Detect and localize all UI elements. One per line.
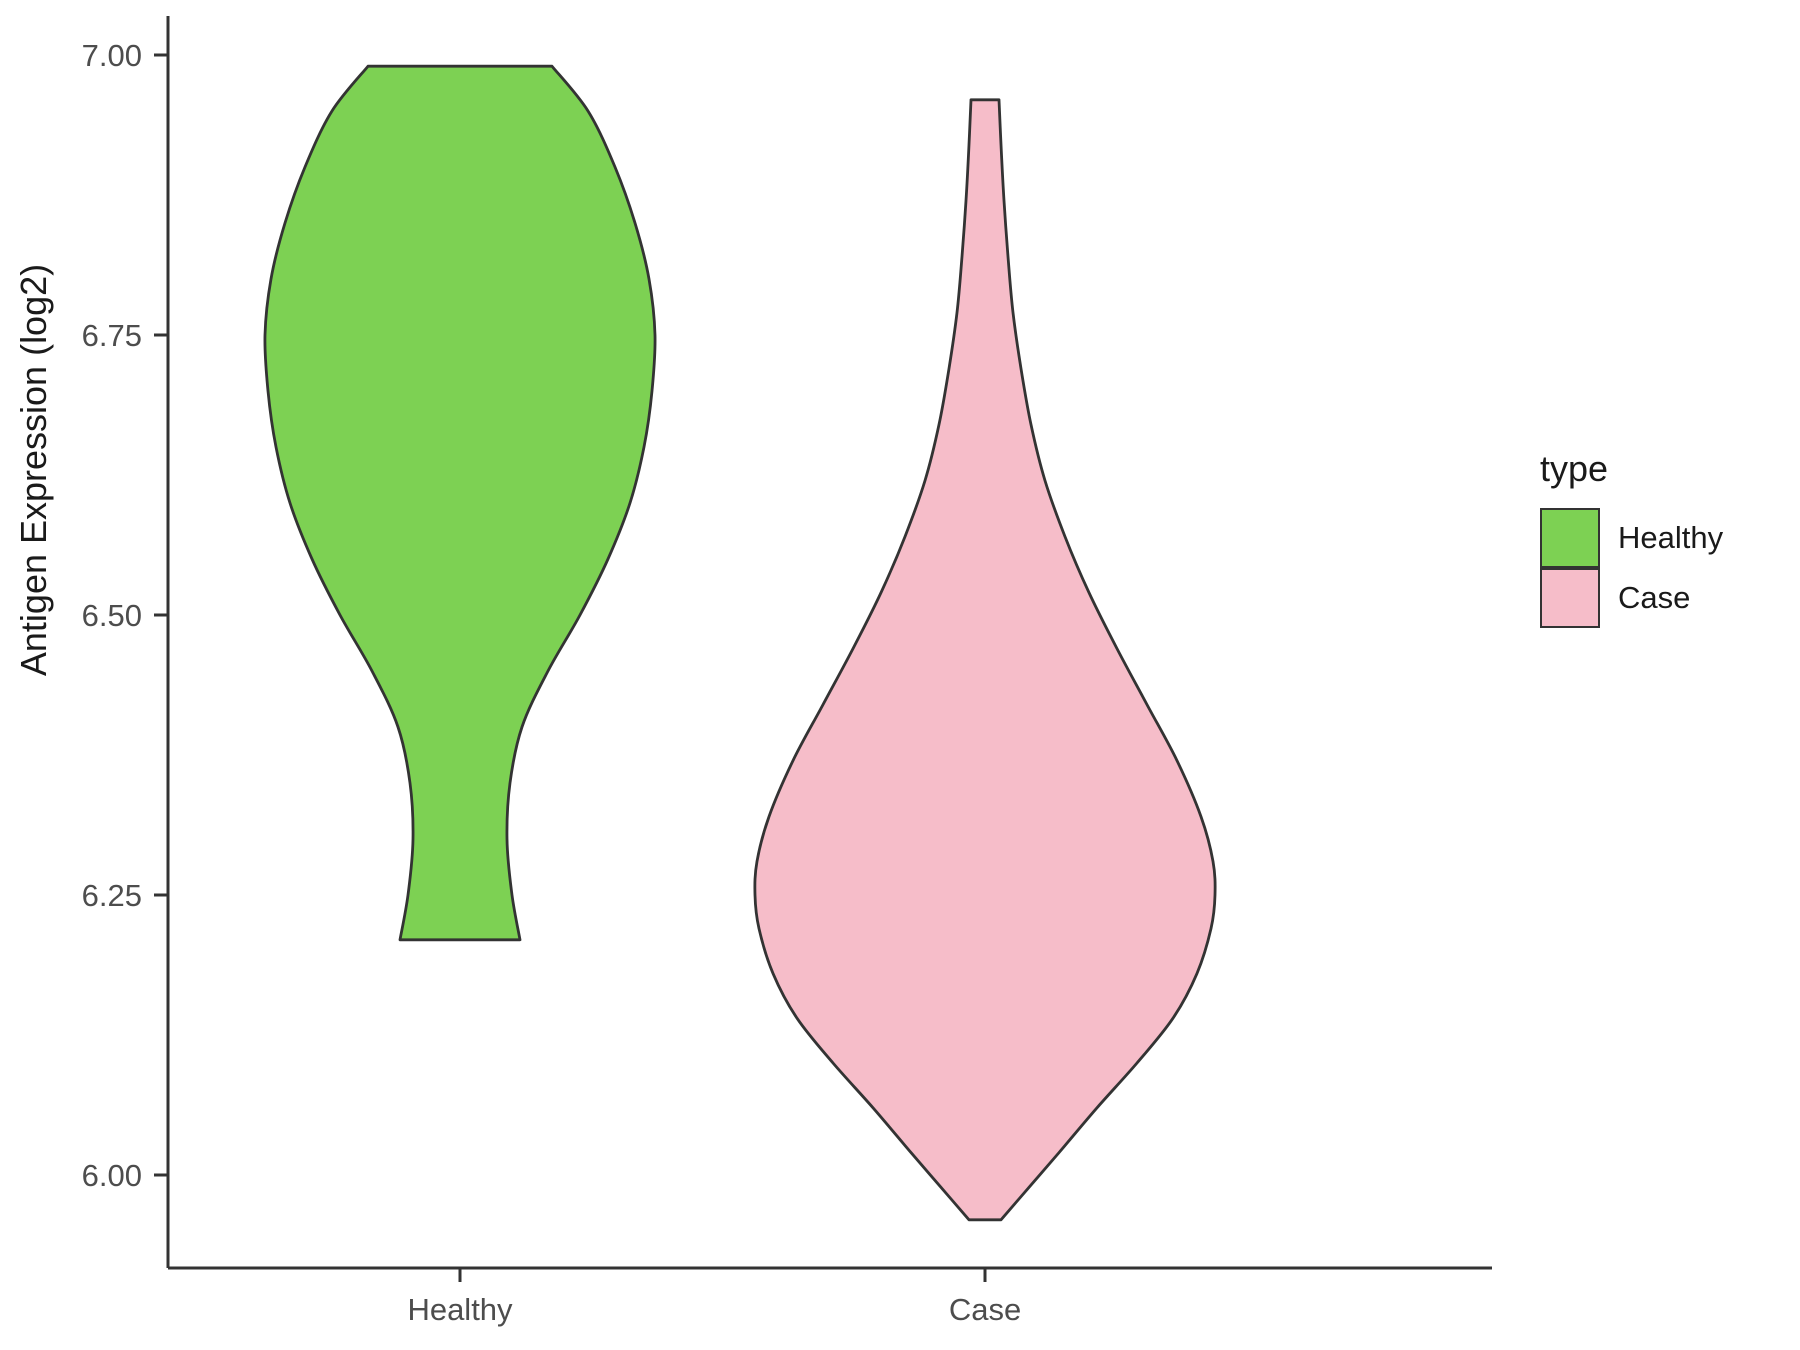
legend-swatch-healthy: [1540, 508, 1600, 568]
y-tick-label: 6.50: [82, 598, 142, 633]
legend-label-case: Case: [1618, 580, 1691, 615]
y-tick-label: 7.00: [82, 38, 142, 73]
legend-title: type: [1540, 448, 1609, 489]
violin-healthy: [263, 64, 657, 942]
legend-entry-healthy: Healthy: [1540, 508, 1723, 568]
y-tick-label: 6.00: [82, 1158, 142, 1193]
legend: type Healthy Case: [1540, 448, 1723, 628]
legend-swatch-case: [1540, 568, 1600, 628]
legend-label-healthy: Healthy: [1618, 520, 1724, 555]
x-category-label: Case: [949, 1292, 1021, 1327]
violin-case: [753, 98, 1217, 1222]
y-axis-title: Antigen Expression (log2): [13, 264, 54, 676]
legend-entry-case: Case: [1540, 568, 1723, 628]
y-tick-label: 6.75: [82, 318, 142, 353]
y-tick-label: 6.25: [82, 878, 142, 913]
x-category-label: Healthy: [407, 1292, 513, 1327]
